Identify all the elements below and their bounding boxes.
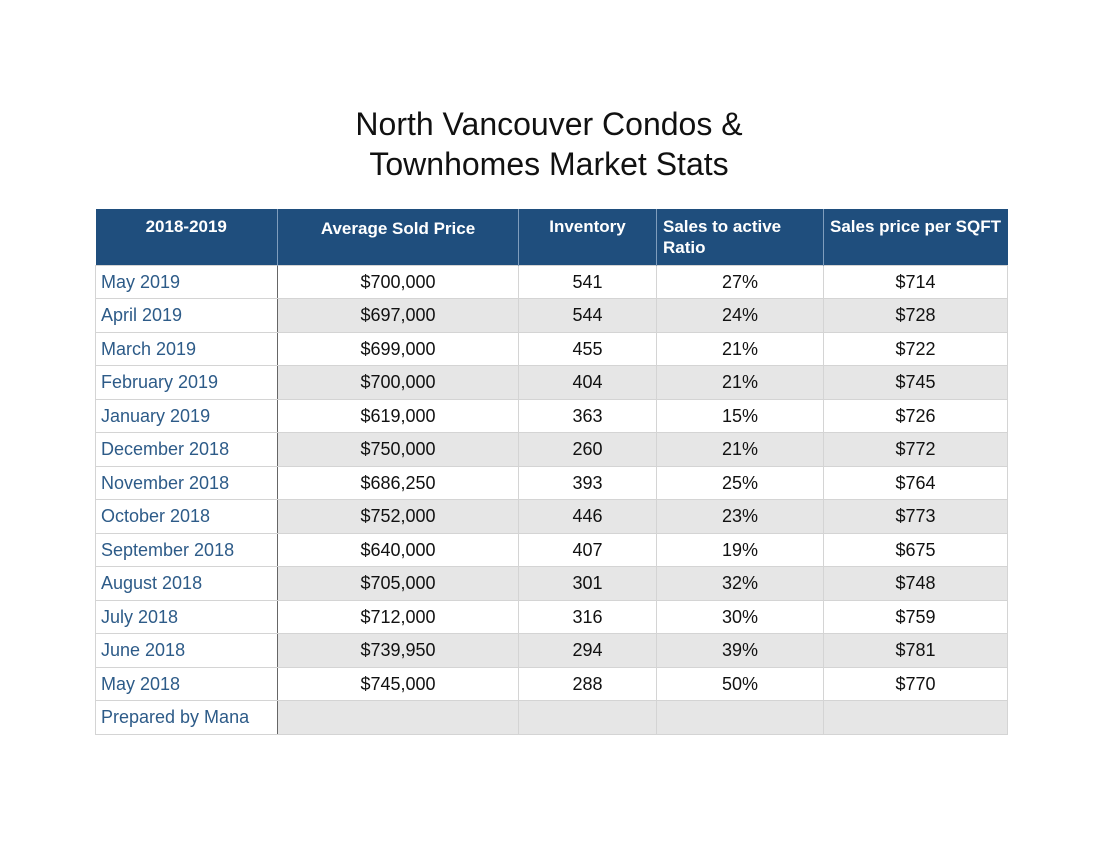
cell-month: May 2018 xyxy=(95,666,278,701)
cell-inventory: 407 xyxy=(518,532,657,567)
cell-sales-price-per-sqft: $714 xyxy=(823,264,1008,299)
cell-sales-price-per-sqft: $772 xyxy=(823,432,1008,467)
title-line-2: Townhomes Market Stats xyxy=(369,146,729,182)
cell-inventory: 544 xyxy=(518,298,657,333)
column-header-sales-to-active-ratio: Sales to active Ratio xyxy=(656,209,824,265)
cell-inventory: 404 xyxy=(518,365,657,400)
cell-sales-price-per-sqft: $770 xyxy=(823,666,1008,701)
cell-sales-to-active-ratio xyxy=(656,700,824,735)
cell-inventory: 301 xyxy=(518,566,657,601)
cell-sales-price-per-sqft xyxy=(823,700,1008,735)
cell-sales-to-active-ratio: 23% xyxy=(656,499,824,534)
cell-average-sold-price: $745,000 xyxy=(277,666,519,701)
cell-average-sold-price: $640,000 xyxy=(277,532,519,567)
table-row: November 2018 $686,250 393 25% $764 xyxy=(95,465,1008,500)
table-row: December 2018 $750,000 260 21% $772 xyxy=(95,432,1008,467)
cell-inventory: 288 xyxy=(518,666,657,701)
cell-inventory xyxy=(518,700,657,735)
column-header-sales-price-per-sqft: Sales price per SQFT xyxy=(823,209,1008,265)
table-row: February 2019 $700,000 404 21% $745 xyxy=(95,365,1008,400)
cell-average-sold-price: $697,000 xyxy=(277,298,519,333)
cell-inventory: 316 xyxy=(518,599,657,634)
cell-average-sold-price: $739,950 xyxy=(277,633,519,668)
cell-sales-to-active-ratio: 19% xyxy=(656,532,824,567)
cell-sales-to-active-ratio: 21% xyxy=(656,432,824,467)
cell-month: July 2018 xyxy=(95,599,278,634)
cell-average-sold-price: $686,250 xyxy=(277,465,519,500)
table-row: April 2019 $697,000 544 24% $728 xyxy=(95,298,1008,333)
cell-month: May 2019 xyxy=(95,264,278,299)
cell-month: April 2019 xyxy=(95,298,278,333)
cell-sales-price-per-sqft: $781 xyxy=(823,633,1008,668)
cell-month: March 2019 xyxy=(95,331,278,366)
cell-inventory: 260 xyxy=(518,432,657,467)
table-row: January 2019 $619,000 363 15% $726 xyxy=(95,398,1008,433)
cell-average-sold-price xyxy=(277,700,519,735)
table-row: March 2019 $699,000 455 21% $722 xyxy=(95,331,1008,366)
table-row: October 2018 $752,000 446 23% $773 xyxy=(95,499,1008,534)
column-header-average-sold-price: Average Sold Price xyxy=(277,209,519,265)
cell-sales-to-active-ratio: 21% xyxy=(656,331,824,366)
cell-sales-to-active-ratio: 27% xyxy=(656,264,824,299)
title-line-1: North Vancouver Condos & xyxy=(355,106,743,142)
page-title: North Vancouver Condos & Townhomes Marke… xyxy=(0,104,1098,184)
cell-sales-price-per-sqft: $773 xyxy=(823,499,1008,534)
cell-inventory: 393 xyxy=(518,465,657,500)
table-row: July 2018 $712,000 316 30% $759 xyxy=(95,599,1008,634)
cell-sales-price-per-sqft: $728 xyxy=(823,298,1008,333)
cell-sales-price-per-sqft: $748 xyxy=(823,566,1008,601)
column-header-inventory: Inventory xyxy=(518,209,657,265)
cell-month: December 2018 xyxy=(95,432,278,467)
cell-sales-to-active-ratio: 30% xyxy=(656,599,824,634)
cell-sales-price-per-sqft: $764 xyxy=(823,465,1008,500)
cell-month: Prepared by Mana xyxy=(95,700,278,735)
column-header-period: 2018-2019 xyxy=(95,209,278,265)
cell-inventory: 446 xyxy=(518,499,657,534)
table-row: May 2018 $745,000 288 50% $770 xyxy=(95,666,1008,701)
cell-sales-to-active-ratio: 15% xyxy=(656,398,824,433)
cell-average-sold-price: $705,000 xyxy=(277,566,519,601)
cell-sales-to-active-ratio: 50% xyxy=(656,666,824,701)
cell-month: October 2018 xyxy=(95,499,278,534)
cell-month: November 2018 xyxy=(95,465,278,500)
cell-sales-price-per-sqft: $759 xyxy=(823,599,1008,634)
cell-sales-to-active-ratio: 24% xyxy=(656,298,824,333)
cell-month: August 2018 xyxy=(95,566,278,601)
table-row: August 2018 $705,000 301 32% $748 xyxy=(95,566,1008,601)
header-row: 2018-2019 Average Sold Price Inventory S… xyxy=(95,209,1008,265)
cell-month: June 2018 xyxy=(95,633,278,668)
cell-month: September 2018 xyxy=(95,532,278,567)
cell-average-sold-price: $700,000 xyxy=(277,264,519,299)
cell-sales-price-per-sqft: $726 xyxy=(823,398,1008,433)
cell-average-sold-price: $619,000 xyxy=(277,398,519,433)
cell-sales-to-active-ratio: 32% xyxy=(656,566,824,601)
cell-month: January 2019 xyxy=(95,398,278,433)
cell-sales-price-per-sqft: $745 xyxy=(823,365,1008,400)
cell-sales-price-per-sqft: $675 xyxy=(823,532,1008,567)
cell-sales-to-active-ratio: 39% xyxy=(656,633,824,668)
table-body: May 2019 $700,000 541 27% $714 April 2019 $697… xyxy=(95,264,1008,735)
cell-inventory: 455 xyxy=(518,331,657,366)
cell-month: February 2019 xyxy=(95,365,278,400)
cell-average-sold-price: $700,000 xyxy=(277,365,519,400)
cell-inventory: 541 xyxy=(518,264,657,299)
cell-inventory: 294 xyxy=(518,633,657,668)
market-stats-table: 2018-2019 Average Sold Price Inventory S… xyxy=(95,209,1008,735)
cell-average-sold-price: $750,000 xyxy=(277,432,519,467)
table-row: June 2018 $739,950 294 39% $781 xyxy=(95,633,1008,668)
cell-sales-price-per-sqft: $722 xyxy=(823,331,1008,366)
cell-average-sold-price: $712,000 xyxy=(277,599,519,634)
table-row: May 2019 $700,000 541 27% $714 xyxy=(95,264,1008,299)
cell-average-sold-price: $699,000 xyxy=(277,331,519,366)
table-row: September 2018 $640,000 407 19% $675 xyxy=(95,532,1008,567)
table-row: Prepared by Mana xyxy=(95,700,1008,735)
cell-sales-to-active-ratio: 21% xyxy=(656,365,824,400)
cell-inventory: 363 xyxy=(518,398,657,433)
cell-sales-to-active-ratio: 25% xyxy=(656,465,824,500)
cell-average-sold-price: $752,000 xyxy=(277,499,519,534)
